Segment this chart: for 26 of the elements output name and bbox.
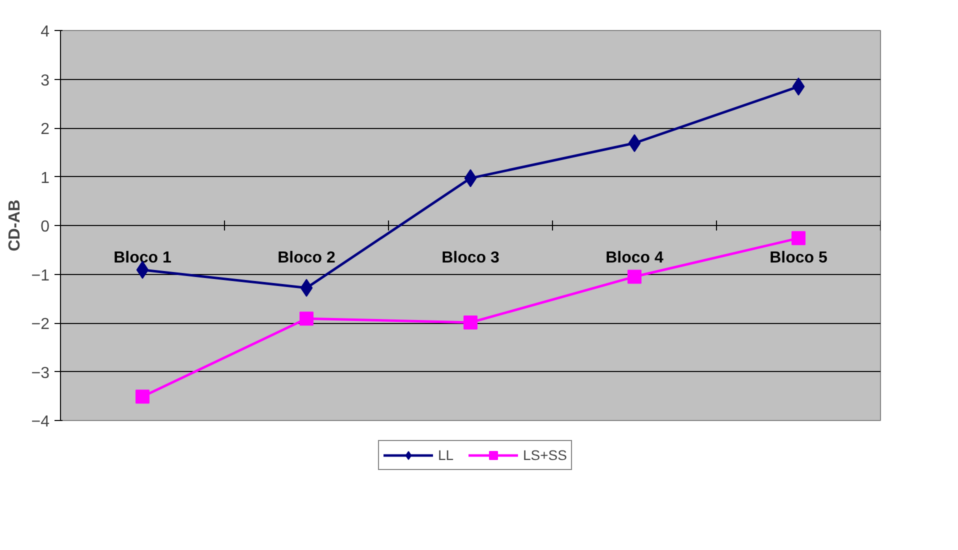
legend-label: LL	[438, 447, 455, 463]
point	[136, 390, 150, 404]
point	[300, 312, 314, 326]
y-tick-label: 2	[40, 121, 50, 138]
point	[464, 316, 478, 330]
point	[792, 231, 806, 246]
point	[792, 78, 805, 96]
x-tick-label: Bloco 1	[114, 250, 172, 266]
y-axis-title: CD-AB	[6, 200, 24, 252]
point	[628, 134, 641, 152]
y-tick-label: 3	[40, 72, 50, 90]
point	[300, 278, 313, 297]
y-tick-label: 4	[40, 24, 50, 40]
y-tick-label: 0	[40, 218, 50, 236]
x-tick-label: Bloco 3	[442, 250, 500, 266]
point	[628, 270, 642, 284]
y-tick-label: −2	[31, 316, 50, 333]
point	[464, 169, 477, 188]
y-tick-label: 1	[40, 170, 50, 187]
x-tick-label: Bloco 2	[278, 250, 336, 266]
x-tick-label: Bloco 4	[606, 250, 664, 266]
y-tick-label: −4	[31, 414, 50, 430]
x-tick-label: Bloco 5	[770, 250, 828, 266]
y-tick-label: −1	[31, 267, 50, 284]
y-tick-label: −3	[31, 364, 50, 382]
legend-label: LS+SS	[523, 447, 567, 463]
